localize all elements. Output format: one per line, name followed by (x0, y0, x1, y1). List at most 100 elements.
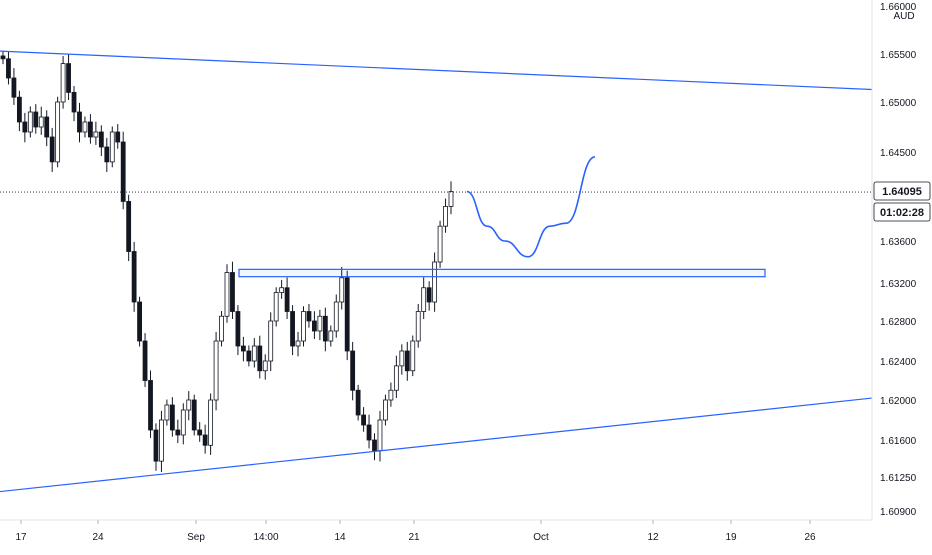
candle[interactable] (38, 106, 44, 135)
candle[interactable] (273, 287, 279, 327)
candle[interactable] (0, 50, 6, 65)
candle[interactable] (328, 325, 334, 347)
candle[interactable] (399, 344, 405, 375)
candle-body (164, 404, 170, 421)
candle[interactable] (383, 394, 388, 426)
candle[interactable] (22, 112, 28, 143)
candle[interactable] (257, 335, 263, 379)
candle[interactable] (268, 312, 274, 372)
candle[interactable] (279, 279, 285, 299)
candle[interactable] (230, 261, 235, 320)
candle[interactable] (240, 336, 246, 362)
candle[interactable] (44, 110, 50, 147)
candle[interactable] (27, 106, 33, 138)
candle[interactable] (224, 264, 230, 323)
candle[interactable] (77, 102, 82, 143)
plot-area[interactable] (0, 50, 872, 473)
candle[interactable] (49, 127, 55, 173)
candle[interactable] (361, 407, 366, 432)
candle[interactable] (104, 137, 110, 173)
candle[interactable] (175, 419, 181, 444)
candle[interactable] (191, 394, 197, 436)
candle[interactable] (355, 384, 361, 421)
candle[interactable] (339, 266, 345, 310)
time-axis[interactable]: 17 24 Sep 14:00 14 21 Oct 12 19 26 (0, 519, 872, 543)
candle[interactable] (197, 422, 203, 442)
candle[interactable] (235, 305, 241, 356)
candle[interactable] (33, 104, 39, 134)
candle[interactable] (372, 433, 377, 461)
candle[interactable] (388, 382, 394, 407)
candle[interactable] (393, 355, 399, 398)
candle[interactable] (404, 341, 410, 381)
lower-trendline[interactable] (0, 397, 873, 493)
candle[interactable] (109, 126, 115, 168)
candle[interactable] (186, 391, 192, 421)
candle[interactable] (284, 277, 290, 320)
upper-trendline[interactable] (0, 50, 873, 91)
candle[interactable] (131, 241, 137, 312)
candle[interactable] (55, 96, 61, 168)
candle[interactable] (317, 309, 323, 341)
candle[interactable] (437, 220, 443, 268)
candle[interactable] (426, 281, 432, 311)
candle[interactable] (219, 311, 224, 347)
candle[interactable] (82, 116, 88, 138)
currency-label: AUD (893, 11, 914, 22)
candle[interactable] (290, 305, 295, 356)
candle[interactable] (159, 410, 164, 473)
candle[interactable] (148, 370, 153, 438)
candle-body (393, 365, 399, 391)
candle[interactable] (120, 131, 126, 210)
candle[interactable] (98, 125, 104, 157)
candle-body (186, 399, 192, 411)
candle[interactable] (251, 338, 257, 368)
candle[interactable] (295, 331, 301, 357)
candle[interactable] (88, 114, 93, 144)
candle[interactable] (115, 124, 121, 149)
candle[interactable] (93, 121, 99, 145)
candle-body (284, 287, 290, 312)
candle[interactable] (6, 51, 11, 85)
candle[interactable] (169, 397, 175, 437)
candle[interactable] (213, 331, 219, 411)
projection-curve[interactable] (466, 156, 596, 258)
candle[interactable] (180, 403, 186, 445)
candle[interactable] (66, 53, 71, 100)
candle[interactable] (301, 306, 306, 347)
candle[interactable] (164, 399, 170, 426)
candle[interactable] (443, 198, 448, 233)
candle-body (202, 434, 208, 446)
resistance-zone-rectangle[interactable] (238, 268, 766, 278)
drawings-layer[interactable] (0, 50, 873, 493)
candle[interactable] (208, 393, 214, 455)
candle[interactable] (60, 56, 66, 109)
candle-body (246, 350, 252, 362)
price-axis[interactable]: 1.66000 1.65500 1.65000 1.64500 1.63600 1.632… (871, 0, 932, 520)
candle[interactable] (262, 354, 268, 380)
candle[interactable] (312, 311, 317, 339)
candle[interactable] (11, 68, 17, 105)
candle[interactable] (350, 341, 356, 401)
candle[interactable] (16, 90, 22, 132)
candle[interactable] (246, 345, 252, 367)
candle[interactable] (366, 414, 372, 449)
candle[interactable] (137, 296, 142, 347)
candle[interactable] (142, 333, 148, 388)
candle[interactable] (126, 194, 132, 262)
candle[interactable] (344, 270, 350, 361)
candle[interactable] (448, 181, 454, 215)
candle[interactable] (322, 307, 328, 352)
candle[interactable] (153, 423, 159, 471)
candle[interactable] (202, 424, 208, 454)
candle[interactable] (415, 303, 421, 348)
candle[interactable] (306, 303, 312, 328)
candle[interactable] (333, 294, 339, 338)
candle[interactable] (432, 252, 438, 312)
candle[interactable] (421, 277, 427, 320)
candle[interactable] (71, 85, 77, 122)
candle-body (11, 77, 17, 98)
candle[interactable] (410, 335, 416, 377)
